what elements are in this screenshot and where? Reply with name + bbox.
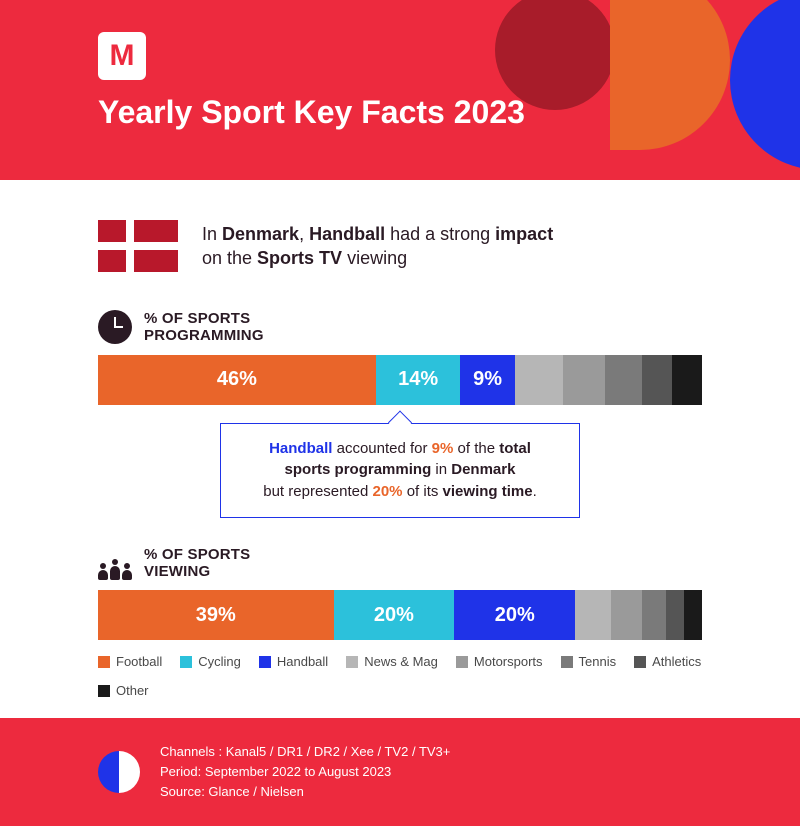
bar-segment-cycling: 20% [334, 590, 455, 640]
header: M Yearly Sport Key Facts 2023 [0, 0, 800, 180]
legend-item: Tennis [561, 654, 617, 669]
legend-item: Other [98, 683, 149, 698]
callout-pct1: 9% [432, 440, 454, 457]
brand-logo: M [98, 32, 146, 80]
intro-text: In Denmark, Handball had a strong impact… [202, 222, 553, 271]
viewing-section-head: % OF SPORTS VIEWING [98, 546, 702, 581]
legend-swatch [456, 656, 468, 668]
legend-label: Handball [277, 654, 328, 669]
people-icon [98, 546, 132, 580]
footer-channels-label: Channels : [160, 744, 226, 759]
legend-label: Cycling [198, 654, 241, 669]
legend-item: Athletics [634, 654, 701, 669]
callout-t5: of its [403, 483, 443, 500]
bar-segment-news [515, 355, 563, 405]
bar-segment-football: 46% [98, 355, 376, 405]
footer-channels: Kanal5 / DR1 / DR2 / Xee / TV2 / TV3+ [226, 744, 451, 759]
callout-t4: but represented [263, 483, 372, 500]
denmark-flag-icon [98, 220, 178, 272]
legend-label: Tennis [579, 654, 617, 669]
clock-icon [98, 310, 132, 344]
intro-row: In Denmark, Handball had a strong impact… [98, 220, 702, 272]
viewing-bar: 39%20%20% [98, 590, 702, 640]
intro-sport: Handball [309, 224, 385, 244]
programming-bar: 46%14%9% [98, 355, 702, 405]
bar-segment-tennis [642, 590, 666, 640]
legend-swatch [98, 656, 110, 668]
legend-swatch [346, 656, 358, 668]
callout-pct2: 20% [373, 483, 403, 500]
programming-label-l1: % OF SPORTS [144, 310, 264, 327]
footer-source-label: Source: [160, 784, 208, 799]
callout-t1: accounted for [332, 440, 431, 457]
intro-tail: had a strong [385, 224, 495, 244]
callout-handball: Handball [269, 440, 332, 457]
legend-label: Other [116, 683, 149, 698]
legend-item: Motorsports [456, 654, 543, 669]
bar-segment-motorsports [611, 590, 641, 640]
callout-b2: Denmark [451, 461, 515, 478]
intro-l2-bold: Sports TV [257, 248, 342, 268]
callout-tail: . [533, 483, 537, 500]
legend-label: News & Mag [364, 654, 438, 669]
bar-segment-handball: 20% [454, 590, 575, 640]
viewing-label-l1: % OF SPORTS [144, 546, 250, 563]
header-shapes [500, 0, 800, 180]
shape-half-orange [610, 0, 730, 150]
legend-label: Motorsports [474, 654, 543, 669]
intro-country: Denmark [222, 224, 299, 244]
intro-mid: , [299, 224, 309, 244]
legend-label: Football [116, 654, 162, 669]
intro-impact: impact [495, 224, 553, 244]
legend-swatch [259, 656, 271, 668]
bar-segment-motorsports [563, 355, 605, 405]
shape-half-blue [730, 0, 800, 170]
callout-t3: in [431, 461, 451, 478]
legend-swatch [634, 656, 646, 668]
legend: Football Cycling Handball News & Mag Motorsp… [98, 654, 702, 698]
legend-item: Handball [259, 654, 328, 669]
intro-l2-tail: viewing [342, 248, 407, 268]
bar-segment-cycling: 14% [376, 355, 461, 405]
bar-segment-handball: 9% [460, 355, 514, 405]
content-area: In Denmark, Handball had a strong impact… [0, 180, 800, 718]
footer-period-label: Period: [160, 764, 205, 779]
bar-segment-athletics [642, 355, 672, 405]
bar-segment-other [684, 590, 702, 640]
callout-b3: viewing time [443, 483, 533, 500]
legend-label: Athletics [652, 654, 701, 669]
programming-section-head: % OF SPORTS PROGRAMMING [98, 310, 702, 345]
programming-label-l2: PROGRAMMING [144, 327, 264, 344]
bar-segment-football: 39% [98, 590, 334, 640]
footer-source: Glance / Nielsen [208, 784, 303, 799]
callout-wrap: Handball accounted for 9% of the total s… [98, 423, 702, 518]
footer-circle-icon [98, 751, 140, 793]
intro-l2-pre: on the [202, 248, 257, 268]
legend-swatch [561, 656, 573, 668]
intro-pre: In [202, 224, 222, 244]
legend-item: Cycling [180, 654, 241, 669]
footer: Channels : Kanal5 / DR1 / DR2 / Xee / TV… [0, 718, 800, 826]
bar-segment-athletics [666, 590, 684, 640]
legend-item: News & Mag [346, 654, 438, 669]
legend-item: Football [98, 654, 162, 669]
callout-box: Handball accounted for 9% of the total s… [220, 423, 580, 518]
bar-segment-news [575, 590, 611, 640]
footer-text: Channels : Kanal5 / DR1 / DR2 / Xee / TV… [160, 742, 450, 802]
programming-label: % OF SPORTS PROGRAMMING [144, 310, 264, 345]
viewing-label: % OF SPORTS VIEWING [144, 546, 250, 581]
bar-segment-tennis [605, 355, 641, 405]
shape-circle-darkred [495, 0, 615, 110]
footer-period: September 2022 to August 2023 [205, 764, 391, 779]
legend-swatch [180, 656, 192, 668]
callout-t2: of the [453, 440, 499, 457]
bar-segment-other [672, 355, 702, 405]
legend-swatch [98, 685, 110, 697]
viewing-label-l2: VIEWING [144, 563, 250, 580]
